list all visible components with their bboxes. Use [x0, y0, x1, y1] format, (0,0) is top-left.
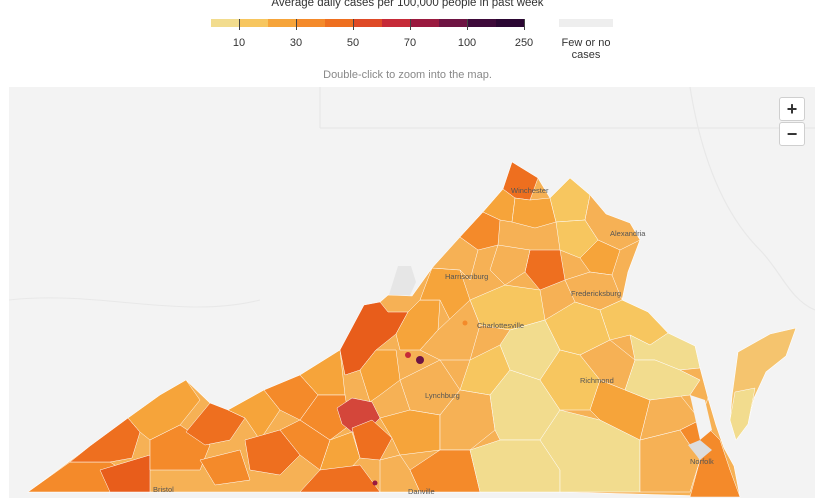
legend-label-10: 10 — [232, 37, 246, 49]
legend-label-70: 70 — [403, 37, 417, 49]
city-label-lynchburg: Lynchburg — [425, 391, 460, 400]
city-label-harrisonburg: Harrisonburg — [445, 272, 488, 281]
legend-swatch — [211, 19, 240, 27]
legend-label-250: 250 — [514, 37, 534, 49]
city-label-fredericksburg: Fredericksburg — [571, 289, 621, 298]
legend-swatch — [353, 19, 382, 27]
city-label-alexandria: Alexandria — [610, 229, 646, 238]
legend-label-50: 50 — [346, 37, 360, 49]
legend-title: Average daily cases per 100,000 people i… — [271, 0, 544, 9]
city-label-bristol: Bristol — [153, 485, 174, 494]
city-label-richmond: Richmond — [580, 376, 614, 385]
legend-tick — [410, 19, 411, 30]
legend-swatch — [439, 19, 468, 27]
hotspot-marker — [372, 480, 378, 486]
legend-swatch — [239, 19, 268, 27]
legend-tick — [467, 19, 468, 30]
zoom-in-button[interactable]: + — [779, 97, 805, 121]
legend-label-100: 100 — [457, 37, 477, 49]
legend-swatch — [467, 19, 496, 27]
legend-color-scale — [211, 19, 524, 27]
legend-tick — [524, 19, 525, 30]
hotspot-marker — [462, 320, 468, 326]
county-map[interactable]: Winchester Alexandria Harrisonburg Frede… — [9, 87, 815, 498]
legend-tick — [239, 19, 240, 30]
legend-no-cases-swatch — [559, 19, 613, 27]
legend-swatch — [325, 19, 354, 27]
zoom-out-button[interactable]: − — [779, 122, 805, 146]
city-label-danville: Danville — [408, 487, 435, 496]
legend-swatch — [382, 19, 411, 27]
legend-swatch — [410, 19, 439, 27]
city-label-winchester: Winchester — [511, 186, 549, 195]
hotspot-marker — [405, 352, 411, 358]
legend-label-30: 30 — [289, 37, 303, 49]
hotspot-marker — [416, 356, 424, 364]
city-label-norfolk: Norfolk — [690, 457, 714, 466]
zoom-hint: Double-click to zoom into the map. — [323, 69, 492, 81]
legend-swatch — [296, 19, 325, 27]
legend-tick — [353, 19, 354, 30]
legend-no-cases-label: Few or no cases — [561, 37, 611, 61]
legend-swatch — [496, 19, 524, 27]
city-label-charlottesville: Charlottesville — [477, 321, 524, 330]
legend-tick — [296, 19, 297, 30]
legend-swatch — [268, 19, 297, 27]
